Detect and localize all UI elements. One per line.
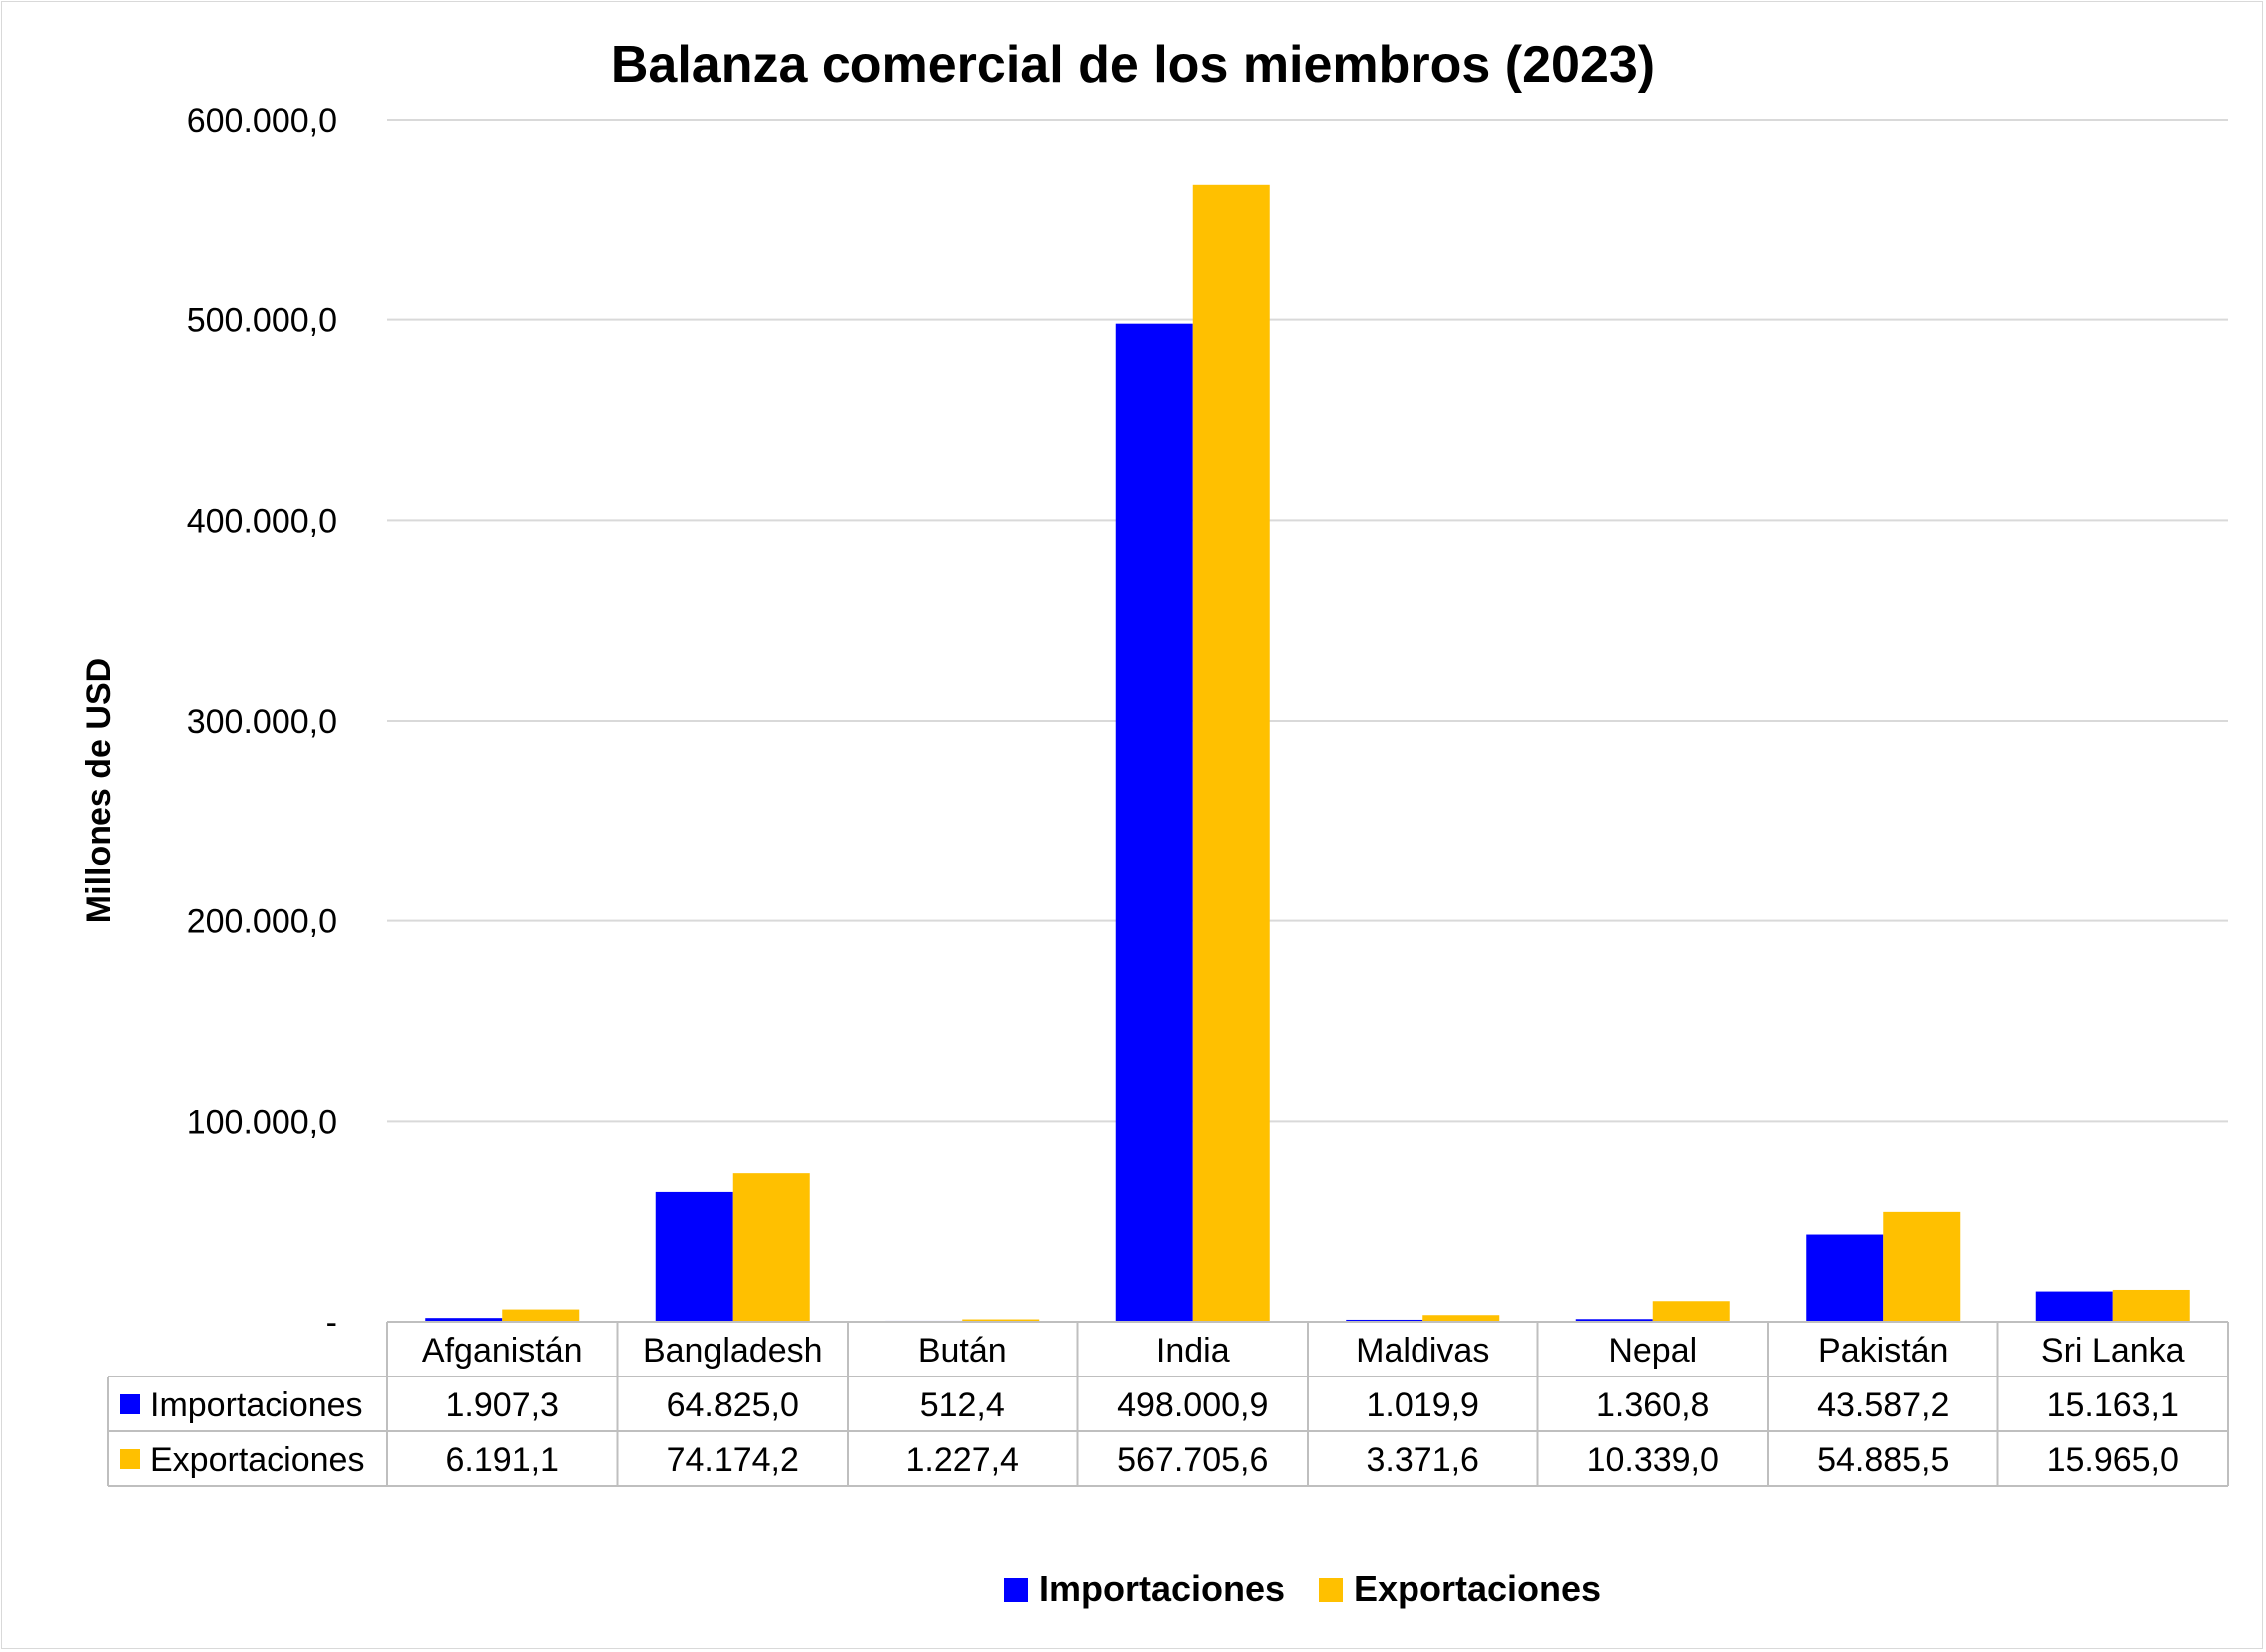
y-tick-label: - — [326, 1304, 337, 1342]
bar-exportaciones-7 — [2112, 1289, 2190, 1322]
legend-swatch — [1004, 1578, 1028, 1602]
bar-exportaciones-5 — [1652, 1301, 1730, 1322]
table-cell: 498.000,9 — [1117, 1386, 1268, 1424]
bar-exportaciones-2 — [962, 1319, 1040, 1322]
bar-importaciones-0 — [425, 1318, 503, 1322]
bar-exportaciones-6 — [1883, 1211, 1961, 1322]
bar-exportaciones-4 — [1422, 1315, 1500, 1322]
category-label: Afganistán — [422, 1332, 583, 1370]
chart-title: Balanza comercial de los miembros (2023) — [611, 36, 1655, 94]
table-cell: 1.360,8 — [1596, 1386, 1709, 1424]
table-cell: 1.019,9 — [1367, 1386, 1479, 1424]
table-cell: 43.587,2 — [1817, 1386, 1949, 1424]
table-cell: 512,4 — [920, 1386, 1005, 1424]
category-label: Sri Lanka — [2041, 1332, 2185, 1370]
table-cell: 15.163,1 — [2047, 1386, 2179, 1424]
legend-label: Importaciones — [1039, 1568, 1285, 1609]
table-cell: 54.885,5 — [1817, 1441, 1949, 1479]
table-cell: 6.191,1 — [446, 1441, 559, 1479]
bar-importaciones-4 — [1346, 1319, 1423, 1322]
y-tick-label: 400.000,0 — [187, 502, 337, 540]
table-legend-swatch — [120, 1394, 140, 1414]
y-tick-label: 500.000,0 — [187, 302, 337, 340]
table-cell: 1.907,3 — [446, 1386, 559, 1424]
category-label: India — [1156, 1332, 1230, 1370]
gridlines — [387, 119, 2228, 1123]
category-label: Bután — [918, 1332, 1007, 1370]
category-label: Pakistán — [1818, 1332, 1948, 1370]
bar-exportaciones-1 — [732, 1173, 810, 1322]
legend-swatch — [1319, 1578, 1343, 1602]
bar-importaciones-5 — [1575, 1319, 1653, 1322]
y-tick-label: 200.000,0 — [187, 903, 337, 941]
table-cell: 10.339,0 — [1587, 1441, 1719, 1479]
table-cell: 3.371,6 — [1367, 1441, 1479, 1479]
table-legend-swatch — [120, 1449, 140, 1469]
y-tick-label: 300.000,0 — [187, 703, 337, 741]
bar-importaciones-7 — [2035, 1291, 2113, 1322]
table-cell: 15.965,0 — [2047, 1441, 2179, 1479]
bar-importaciones-1 — [655, 1191, 733, 1322]
legend: Importaciones Exportaciones — [1004, 1568, 1601, 1609]
category-label: Nepal — [1608, 1332, 1697, 1370]
bar-importaciones-6 — [1806, 1234, 1884, 1322]
category-label: Bangladesh — [643, 1332, 823, 1370]
bars — [425, 184, 2190, 1323]
table-cell: 64.825,0 — [667, 1386, 799, 1424]
y-axis-ticks: - 100.000,0 200.000,0 300.000,0 400.000,0 500… — [187, 102, 337, 1342]
table-cell: 74.174,2 — [667, 1441, 799, 1479]
table-cell: 1.227,4 — [906, 1441, 1019, 1479]
bar-exportaciones-3 — [1192, 184, 1270, 1323]
bar-exportaciones-0 — [502, 1309, 580, 1322]
bar-importaciones-3 — [1115, 323, 1193, 1322]
y-tick-label: 600.000,0 — [187, 102, 337, 140]
legend-label: Exportaciones — [1354, 1568, 1601, 1609]
category-label: Maldivas — [1356, 1332, 1489, 1370]
table-series-name: Importaciones — [150, 1386, 363, 1424]
y-tick-label: 100.000,0 — [187, 1103, 337, 1141]
table-cell: 567.705,6 — [1117, 1441, 1268, 1479]
y-axis-title: Millones de USD — [80, 658, 118, 923]
table-series-name: Exportaciones — [150, 1441, 364, 1479]
data-table: Afganistán Bangladesh Bután India Maldivas Ne… — [107, 1321, 2229, 1487]
